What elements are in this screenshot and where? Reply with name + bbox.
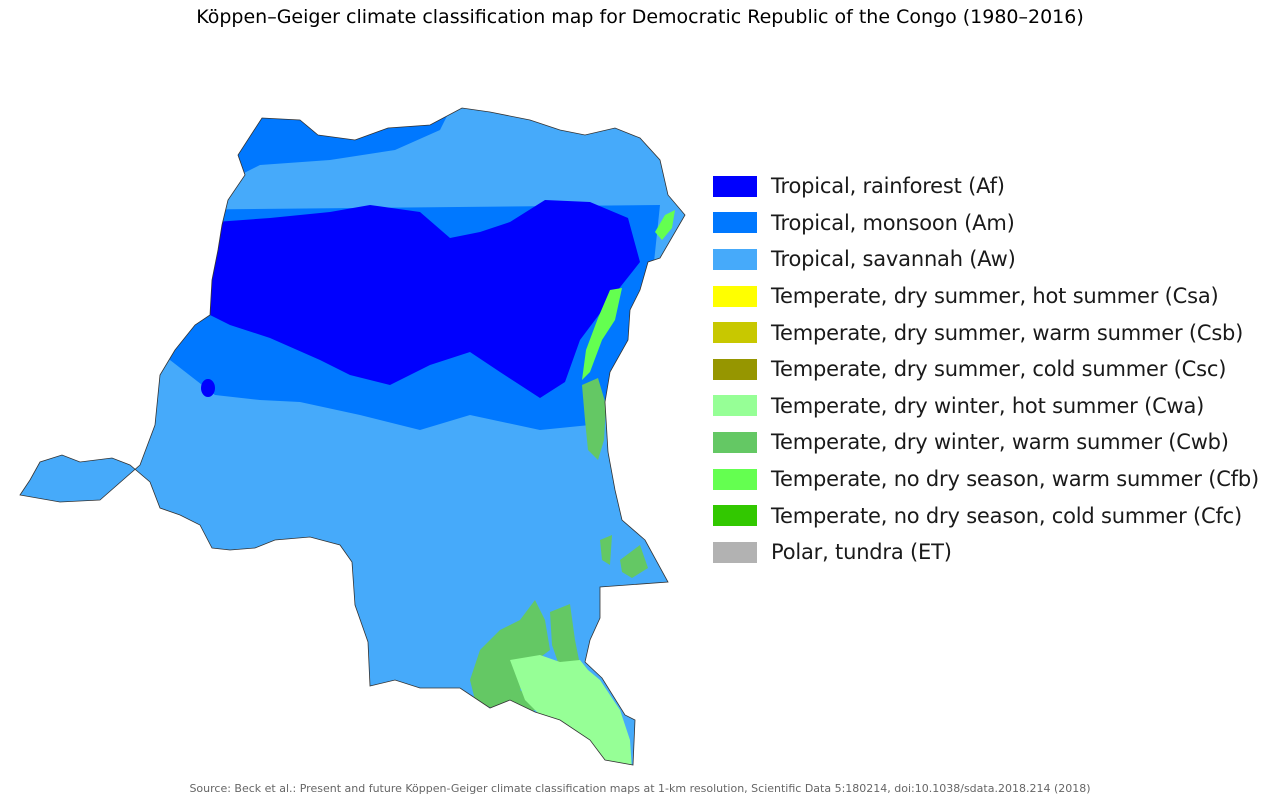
country-outline (19, 107, 686, 766)
legend-item: Tropical, monsoon (Am) (713, 205, 1259, 242)
zone-af-spot (201, 379, 215, 397)
legend-item: Temperate, dry winter, hot summer (Cwa) (713, 388, 1259, 425)
legend-item: Temperate, dry summer, warm summer (Csb) (713, 314, 1259, 351)
legend-swatch (713, 395, 757, 417)
legend-swatch (713, 285, 757, 307)
climate-zones (20, 108, 685, 765)
legend-label: Tropical, monsoon (Am) (771, 210, 1015, 235)
zone-cwb-south (470, 600, 580, 714)
legend-swatch (713, 175, 757, 197)
legend-label: Temperate, dry winter, hot summer (Cwa) (771, 393, 1205, 418)
legend-label: Polar, tundra (ET) (771, 540, 952, 565)
legend-item: Temperate, no dry season, cold summer (C… (713, 497, 1259, 534)
legend-item: Polar, tundra (ET) (713, 534, 1259, 571)
zone-cwb-east (582, 378, 648, 578)
legend-swatch (713, 431, 757, 453)
legend-label: Temperate, dry summer, warm summer (Csb) (771, 320, 1244, 345)
legend-label: Temperate, dry summer, cold summer (Csc) (771, 357, 1227, 382)
legend-label: Temperate, no dry season, warm summer (C… (771, 467, 1259, 492)
legend: Tropical, rainforest (Af) Tropical, monso… (713, 168, 1259, 571)
legend-swatch (713, 212, 757, 234)
legend-swatch (713, 505, 757, 527)
legend-swatch (713, 322, 757, 344)
legend-item: Tropical, rainforest (Af) (713, 168, 1259, 205)
zone-af (210, 200, 640, 398)
legend-swatch (713, 541, 757, 563)
legend-label: Tropical, savannah (Aw) (771, 247, 1016, 272)
legend-item: Temperate, dry summer, cold summer (Csc) (713, 351, 1259, 388)
legend-swatch (713, 248, 757, 270)
legend-label: Temperate, no dry season, cold summer (C… (771, 503, 1242, 528)
legend-item: Temperate, no dry season, warm summer (C… (713, 461, 1259, 498)
legend-label: Temperate, dry summer, hot summer (Csa) (771, 284, 1219, 309)
legend-label: Tropical, rainforest (Af) (771, 174, 1005, 199)
legend-item: Temperate, dry summer, hot summer (Csa) (713, 278, 1259, 315)
source-note: Source: Beck et al.: Present and future … (189, 782, 1091, 795)
legend-swatch (713, 468, 757, 490)
legend-swatch (713, 358, 757, 380)
legend-item: Temperate, dry winter, warm summer (Cwb) (713, 424, 1259, 461)
legend-label: Temperate, dry winter, warm summer (Cwb) (771, 430, 1229, 455)
legend-item: Tropical, savannah (Aw) (713, 241, 1259, 278)
zone-cfb-east (582, 210, 675, 380)
map-title: Köppen–Geiger climate classification map… (196, 6, 1084, 28)
zone-cwa-south (510, 655, 632, 765)
